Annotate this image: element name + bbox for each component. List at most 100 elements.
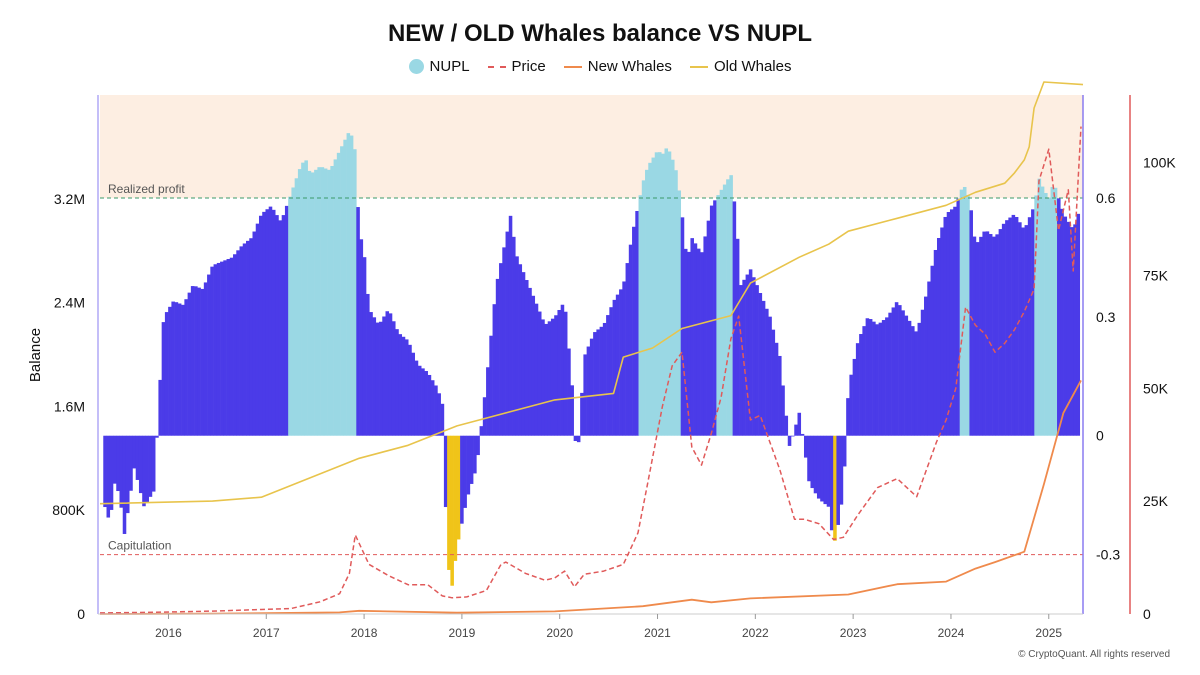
nupl-bar (346, 133, 351, 436)
nupl-bar (460, 435, 464, 524)
nupl-bar (1057, 198, 1061, 436)
nupl-bar (1011, 214, 1016, 436)
nupl-bar (340, 146, 344, 436)
nupl-bar (233, 254, 237, 436)
y-left-tick-label: 2.4M (54, 295, 85, 311)
x-tick-label: 2021 (644, 626, 671, 640)
nupl-bar (687, 251, 691, 436)
legend-label-old-whales: Old Whales (713, 58, 792, 75)
nupl-bar (625, 263, 630, 436)
nupl-bar (554, 315, 558, 436)
nupl-bar (612, 299, 617, 436)
nupl-bar (677, 190, 682, 436)
nupl-bar (609, 307, 613, 436)
x-tick-label: 2022 (742, 626, 769, 640)
x-tick-label: 2019 (449, 626, 476, 640)
nupl-bar (255, 223, 260, 436)
nupl-bar (320, 167, 325, 436)
nupl-bar (385, 311, 390, 436)
nupl-bar (875, 324, 879, 436)
nupl-bar (408, 344, 412, 436)
nupl-bar (307, 170, 312, 436)
nupl-bar (807, 435, 811, 482)
nupl-bar (327, 169, 331, 436)
nupl-bar (933, 249, 938, 436)
nupl-bar (1040, 186, 1045, 436)
nupl-bar (836, 435, 840, 525)
nupl-bar (979, 236, 983, 436)
nupl-bar (674, 170, 678, 436)
nupl-bar (544, 323, 549, 436)
nupl-bar (985, 231, 990, 436)
nupl-bar (664, 148, 669, 436)
y-axis-label: Balance (27, 328, 44, 382)
nupl-bar (216, 262, 221, 436)
nupl-bar (940, 227, 944, 436)
nupl-bar (404, 339, 409, 436)
nupl-bar (632, 226, 636, 436)
nupl-bar (366, 293, 370, 436)
nupl-bar (560, 304, 565, 436)
nupl-bar (781, 385, 785, 436)
y-price-tick-label: 25K (1143, 493, 1169, 509)
nupl-bar (719, 189, 724, 436)
nupl-bar (557, 309, 561, 436)
nupl-bar (784, 415, 789, 436)
nupl-bar (576, 435, 581, 443)
nupl-bar (317, 167, 321, 436)
nupl-bar (761, 300, 766, 436)
nupl-bar (894, 302, 899, 436)
nupl-bar (917, 322, 922, 436)
nupl-bar (223, 260, 227, 436)
nupl-bar (813, 435, 818, 494)
nupl-bar (580, 392, 584, 436)
nupl-bar (294, 178, 299, 436)
nupl-bar (171, 301, 175, 436)
nupl-bar (927, 281, 931, 436)
nupl-bar (1027, 217, 1032, 436)
x-tick-label: 2017 (253, 626, 280, 640)
nupl-bar (492, 304, 497, 436)
nupl-bar (161, 322, 166, 436)
nupl-bar (466, 435, 471, 495)
nupl-bar (855, 343, 860, 436)
nupl-bar (129, 435, 133, 491)
nupl-bar (482, 397, 487, 436)
legend-item-new-whales[interactable]: New Whales (563, 58, 672, 75)
legend-item-old-whales[interactable]: Old Whales (689, 58, 792, 75)
nupl-bar (1037, 178, 1042, 436)
nupl-bar (1050, 187, 1055, 436)
nupl-bar (236, 250, 240, 436)
nupl-bar (537, 311, 542, 436)
nupl-bar (304, 160, 308, 436)
nupl-bar (1069, 227, 1074, 436)
nupl-bar (174, 302, 179, 436)
nupl-bar (190, 286, 195, 436)
legend-label-price: Price (511, 58, 546, 75)
nupl-bar (885, 317, 889, 436)
nupl-bar (132, 435, 137, 469)
legend-item-nupl[interactable]: NUPL (408, 58, 470, 75)
nupl-bar (155, 435, 159, 438)
nupl-bar (745, 274, 750, 436)
nupl-bar (362, 257, 367, 436)
nupl-bar (447, 435, 451, 570)
nupl-bar (450, 435, 454, 586)
nupl-bar (395, 329, 399, 436)
nupl-bar (888, 312, 892, 436)
y-left-tick-label: 0 (77, 606, 85, 622)
nupl-bar (589, 338, 594, 436)
nupl-bar (119, 435, 124, 508)
nupl-bar (800, 433, 805, 436)
nupl-bar (735, 238, 740, 436)
nupl-bar (200, 288, 205, 436)
x-tick-label: 2025 (1035, 626, 1062, 640)
nupl-bar (495, 278, 500, 436)
nupl-bar (573, 435, 578, 441)
nupl-bar (693, 243, 698, 436)
nupl-bar (135, 435, 140, 480)
nupl-bar (872, 321, 876, 436)
nupl-bar (476, 435, 480, 456)
legend-item-price[interactable]: Price (487, 58, 546, 75)
nupl-bar (301, 162, 305, 436)
